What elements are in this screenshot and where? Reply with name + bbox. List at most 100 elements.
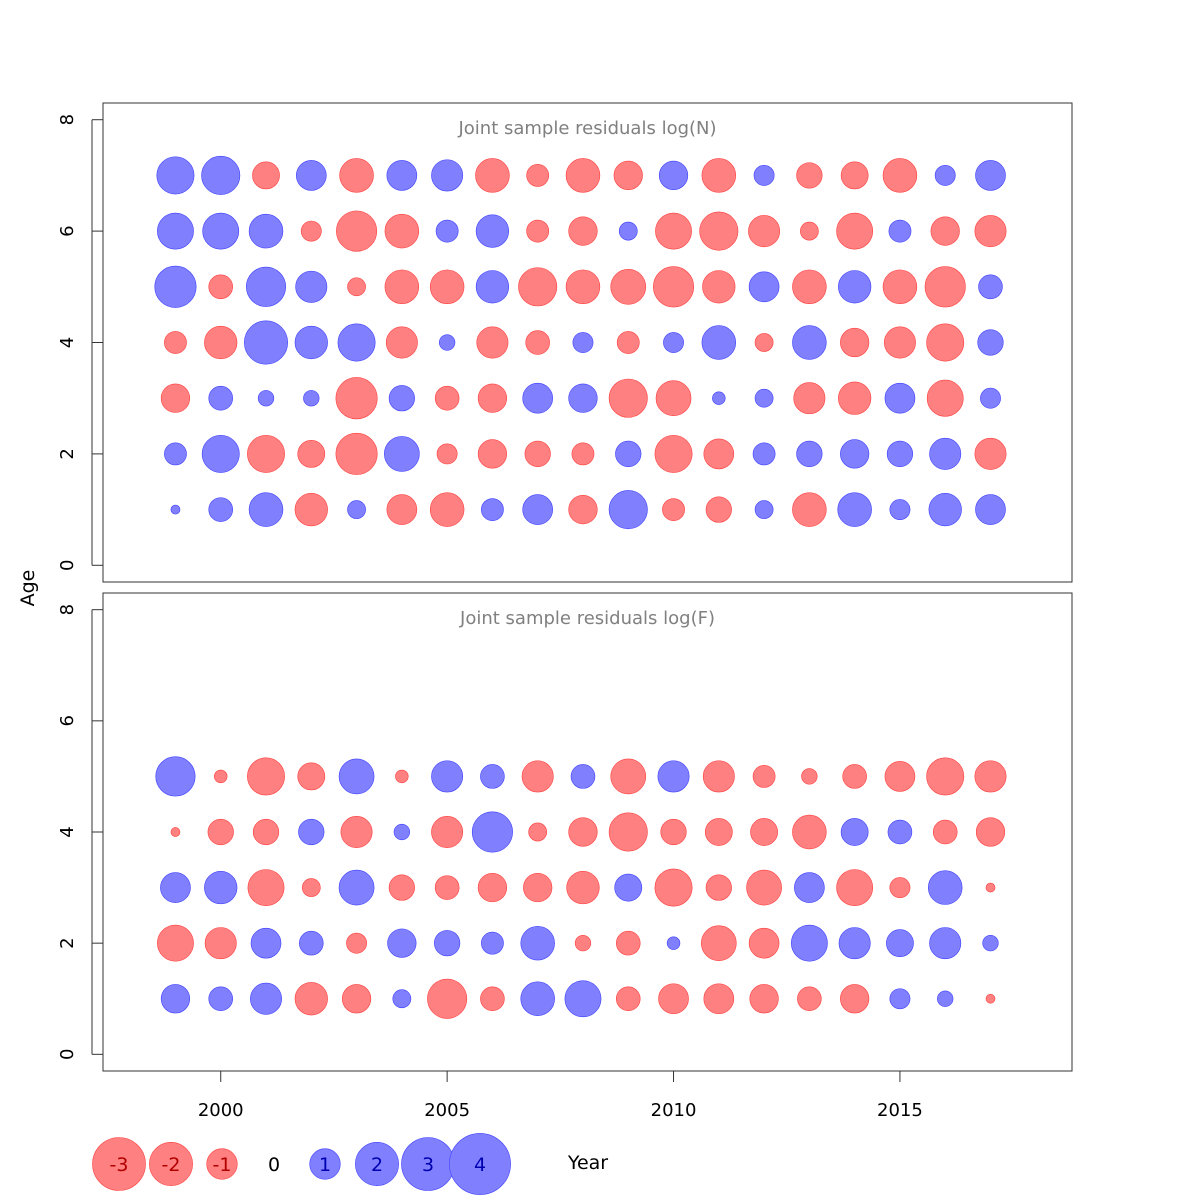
- residual-bubble: [702, 760, 735, 793]
- residual-bubble: [928, 492, 962, 527]
- y-tick-label: 6: [57, 225, 78, 236]
- residual-bubble: [248, 492, 284, 527]
- residual-bubble: [335, 432, 378, 475]
- residual-bubble: [208, 986, 233, 1012]
- residual-bubble: [295, 270, 328, 303]
- residual-bubble: [792, 269, 827, 305]
- residual-bubble: [294, 492, 328, 527]
- residual-bubble: [700, 925, 737, 961]
- residual-bubble: [436, 443, 458, 465]
- panel-2: Joint sample residuals log(F) 0 2 4 6 8: [57, 592, 1073, 1072]
- residual-bubble: [704, 818, 733, 846]
- residual-bubble: [431, 816, 464, 848]
- residual-bubble: [666, 936, 681, 950]
- residual-bubble: [929, 927, 962, 960]
- residual-bubble: [347, 277, 366, 297]
- residual-bubble: [339, 158, 374, 193]
- y-axis-title: Age: [17, 570, 39, 607]
- residual-bubble: [748, 927, 780, 959]
- residual-bubble: [838, 927, 871, 960]
- residual-bubble: [608, 378, 648, 418]
- residual-bubble: [929, 437, 962, 470]
- residual-bubble: [520, 981, 555, 1016]
- residual-bubble: [248, 213, 284, 249]
- legend-label: 1: [319, 1154, 331, 1176]
- residual-bubble: [840, 984, 870, 1014]
- legend-bubble: [449, 1133, 511, 1195]
- residual-bubble: [566, 870, 600, 905]
- residual-bubble: [337, 323, 376, 362]
- residual-bubble: [662, 498, 685, 521]
- residual-bubble: [653, 266, 695, 308]
- panel-title: Joint sample residuals log(N): [457, 118, 716, 139]
- residual-bubble: [244, 320, 288, 365]
- residual-bubble: [471, 811, 513, 853]
- panels-group: Joint sample residuals log(N)02468Joint …: [57, 102, 1073, 1072]
- residual-bubble: [748, 271, 780, 303]
- legend-label: 4: [474, 1154, 486, 1176]
- residual-bubble: [840, 161, 869, 190]
- residual-bubble: [475, 158, 510, 193]
- residual-bubble: [574, 935, 592, 952]
- residual-bubble: [338, 869, 375, 906]
- residual-bubble: [616, 331, 640, 354]
- residual-bubble: [568, 817, 598, 847]
- residual-bubble: [654, 868, 693, 907]
- residual-bubble: [654, 434, 693, 473]
- residual-bubble: [160, 872, 191, 903]
- residual-bubble: [475, 214, 510, 248]
- residual-bubble: [434, 930, 461, 957]
- residual-bubble: [660, 818, 687, 846]
- residual-bubble: [754, 500, 774, 519]
- residual-bubble: [572, 332, 594, 353]
- residual-bubble: [882, 158, 918, 193]
- residual-bubble: [250, 982, 282, 1015]
- residual-bubble: [297, 762, 326, 791]
- residual-bubble: [214, 769, 228, 784]
- x-tick-label: 2005: [424, 1100, 470, 1121]
- residual-bubble: [384, 436, 420, 472]
- residual-bubble: [170, 504, 181, 515]
- legend-bubble: [92, 1137, 146, 1191]
- residual-bubble: [884, 761, 916, 792]
- y-tick-label: 2: [57, 937, 78, 948]
- residual-bubble: [884, 382, 916, 414]
- residual-bubble: [564, 980, 602, 1018]
- legend-bubble: [355, 1142, 399, 1186]
- residual-bubble: [754, 388, 774, 408]
- residual-bubble: [297, 440, 326, 468]
- x-axis: 2000 2005 2010 2015: [198, 1070, 923, 1121]
- residual-bubble: [346, 932, 367, 954]
- residual-bubble: [658, 983, 689, 1015]
- residual-bubble: [930, 216, 960, 246]
- residual-bubble: [975, 160, 1006, 191]
- residual-bubble: [975, 817, 1006, 847]
- residual-bubble: [792, 325, 827, 360]
- residual-bubble: [481, 931, 504, 955]
- residual-bubble: [610, 758, 647, 795]
- residual-bubble: [204, 325, 238, 360]
- residual-bubble: [384, 269, 420, 305]
- residual-bubble: [392, 989, 412, 1009]
- residual-bubble: [521, 760, 554, 793]
- y-tick-label: 2: [57, 448, 78, 459]
- residual-bubble: [157, 924, 194, 962]
- residual-bubble: [840, 327, 870, 358]
- residual-bubble: [792, 814, 827, 850]
- residual-bubble: [974, 760, 1007, 793]
- residual-bubble: [887, 819, 913, 845]
- residual-bubble: [565, 269, 601, 305]
- residual-bubble: [889, 988, 911, 1010]
- residual-bubble: [250, 927, 282, 959]
- residual-bubble: [208, 274, 233, 300]
- legend-label: 3: [422, 1154, 434, 1176]
- residual-bubble: [746, 869, 782, 906]
- residual-bubble: [752, 442, 776, 466]
- legend-label: -1: [213, 1154, 232, 1176]
- residual-bubble: [836, 869, 874, 906]
- legend-bubble: [206, 1148, 238, 1180]
- residual-bubble: [204, 927, 237, 960]
- residual-bubble: [836, 212, 874, 250]
- legend-label: 0: [268, 1154, 280, 1176]
